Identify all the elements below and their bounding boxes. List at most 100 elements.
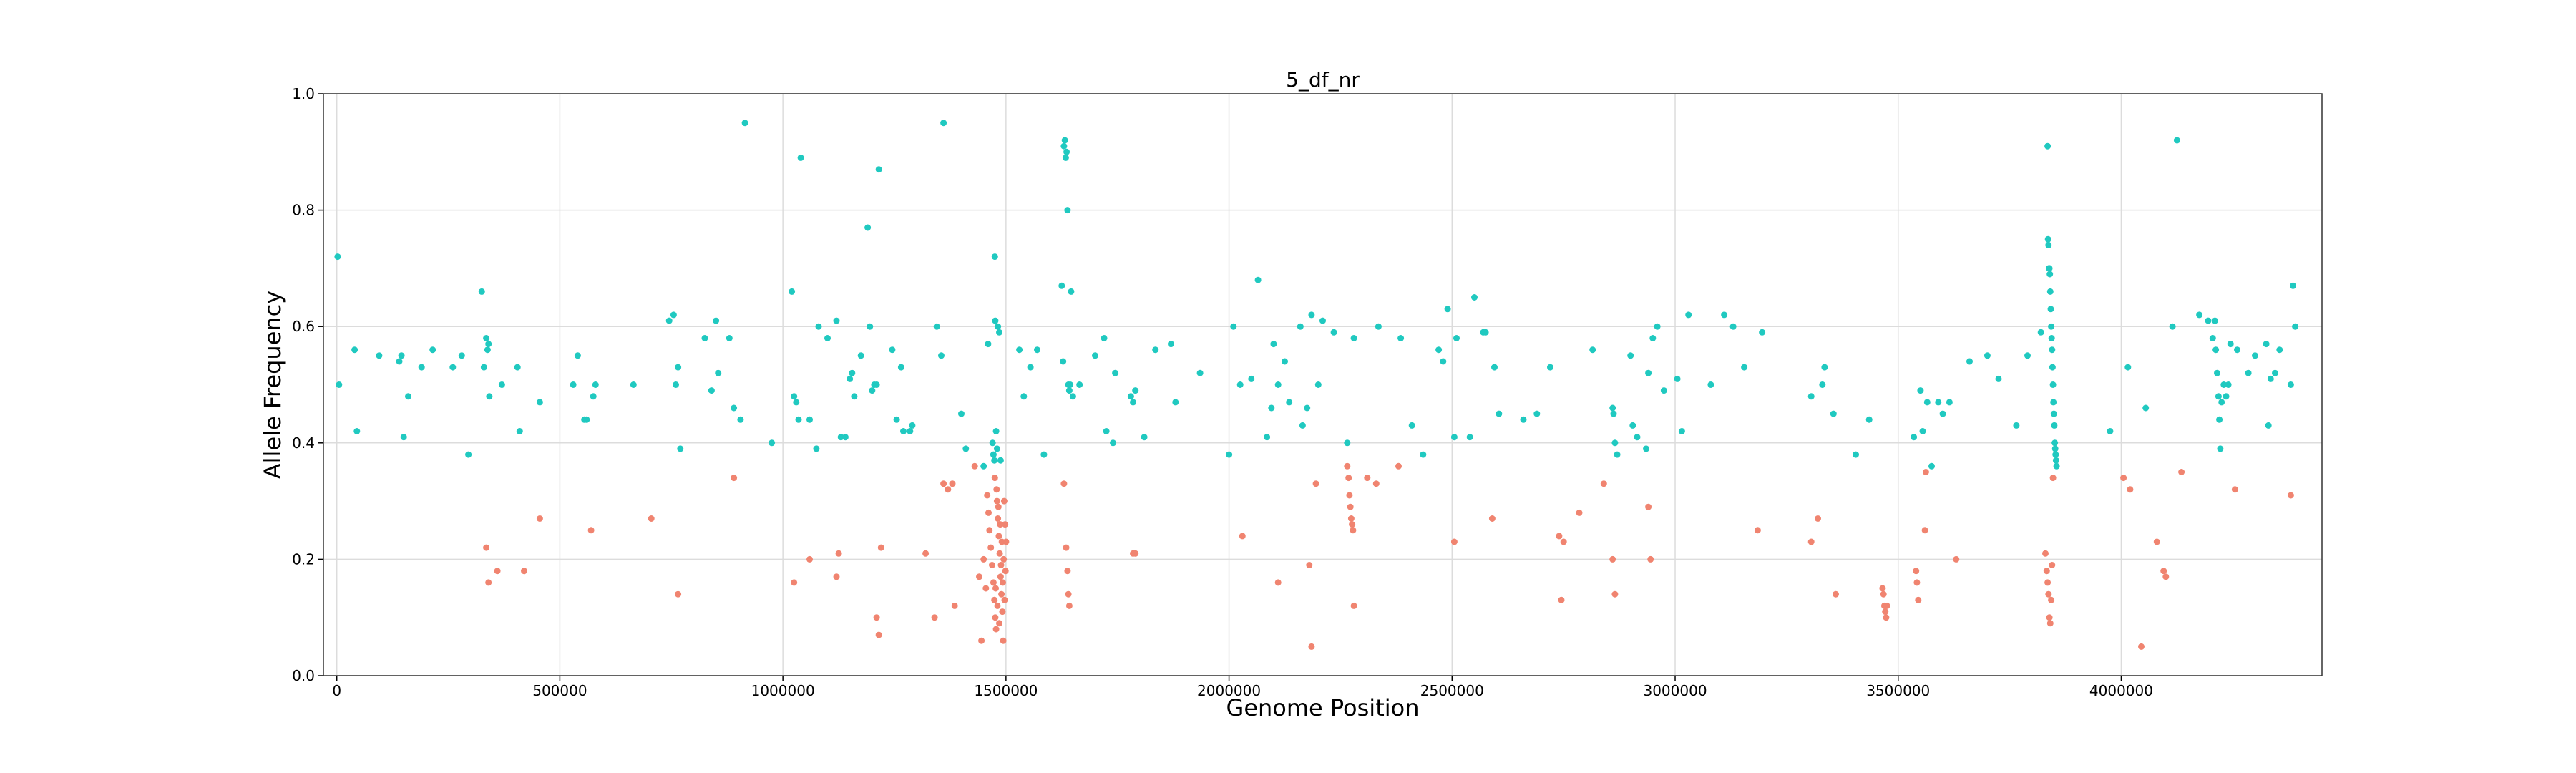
- data-point: [2227, 341, 2234, 348]
- data-point: [1919, 428, 1926, 434]
- data-point: [991, 475, 998, 482]
- data-point: [1444, 306, 1451, 313]
- data-point: [2050, 410, 2057, 417]
- data-point: [2211, 317, 2218, 324]
- data-point: [630, 381, 637, 388]
- data-point: [980, 555, 987, 563]
- data-point: [1000, 579, 1006, 586]
- data-point: [485, 579, 492, 586]
- data-point: [889, 346, 896, 354]
- data-point: [2052, 457, 2059, 464]
- data-point: [2169, 323, 2176, 330]
- data-point: [791, 393, 798, 400]
- data-point: [2053, 462, 2060, 470]
- data-point: [2045, 241, 2052, 248]
- data-point: [992, 317, 999, 324]
- data-point: [1643, 445, 1649, 452]
- data-point: [1152, 346, 1159, 354]
- data-point: [673, 381, 679, 388]
- data-point: [1547, 364, 1553, 371]
- data-point: [1560, 538, 1567, 545]
- data-point: [2046, 288, 2054, 295]
- data-point: [1471, 294, 1478, 301]
- data-point: [1917, 387, 1924, 394]
- data-point: [1196, 369, 1204, 376]
- data-point: [1611, 590, 1619, 598]
- data-point: [2220, 381, 2228, 388]
- y-tick-label: 0.8: [292, 202, 315, 219]
- data-point: [962, 445, 970, 452]
- data-point: [1880, 590, 1887, 598]
- data-point: [713, 317, 720, 324]
- data-point: [986, 527, 993, 534]
- x-tick-label: 500000: [532, 682, 587, 699]
- data-point: [869, 387, 876, 394]
- data-point: [922, 550, 930, 557]
- data-point: [1815, 515, 1821, 522]
- data-point: [1002, 521, 1009, 528]
- data-point: [731, 404, 738, 412]
- data-point: [2013, 422, 2020, 429]
- data-point: [398, 352, 405, 359]
- data-point: [429, 346, 436, 354]
- data-point: [998, 590, 1005, 598]
- data-point: [1067, 381, 1074, 388]
- data-point: [1254, 276, 1262, 283]
- data-point: [2252, 352, 2258, 359]
- x-tick-label: 1500000: [974, 682, 1038, 699]
- data-point: [1239, 533, 1246, 540]
- data-point: [2276, 346, 2283, 354]
- series-2-points: [483, 462, 2294, 650]
- data-point: [992, 626, 1000, 633]
- data-point: [2037, 329, 2044, 336]
- data-point: [1729, 323, 1737, 330]
- data-point: [958, 410, 965, 417]
- data-point: [1614, 451, 1621, 458]
- data-point: [498, 381, 505, 388]
- data-point: [2047, 306, 2054, 313]
- data-point: [991, 457, 998, 464]
- data-point: [791, 579, 798, 586]
- data-point: [1913, 568, 1920, 575]
- data-point: [1807, 393, 1815, 400]
- data-point: [1946, 399, 1953, 406]
- data-point: [806, 416, 813, 423]
- data-point: [2044, 235, 2051, 243]
- data-point: [2024, 352, 2031, 359]
- data-point: [900, 428, 907, 434]
- data-point: [1330, 329, 1337, 336]
- data-point: [2044, 142, 2051, 150]
- data-point: [2173, 137, 2180, 144]
- data-point: [2049, 562, 2056, 568]
- data-point: [1807, 538, 1815, 545]
- data-point: [1065, 602, 1073, 609]
- data-point: [1344, 439, 1351, 447]
- data-point: [991, 253, 998, 261]
- data-point: [1450, 434, 1458, 441]
- data-point: [1609, 404, 1616, 412]
- data-point: [1347, 515, 1355, 522]
- data-point: [1939, 410, 1946, 417]
- data-point: [996, 329, 1002, 336]
- data-point: [1349, 521, 1356, 528]
- data-point: [396, 358, 403, 365]
- data-point: [484, 346, 491, 354]
- data-point: [893, 416, 900, 423]
- data-point: [1520, 416, 1527, 423]
- data-point: [996, 550, 1003, 557]
- data-point: [1068, 288, 1075, 295]
- data-point: [1308, 643, 1315, 650]
- data-point: [1375, 323, 1382, 330]
- data-points: [334, 120, 2299, 650]
- data-point: [2267, 375, 2274, 382]
- data-point: [2290, 282, 2296, 289]
- data-point: [940, 120, 947, 127]
- data-point: [675, 590, 682, 598]
- data-point: [677, 445, 684, 452]
- data-point: [458, 352, 465, 359]
- data-point: [1953, 555, 1960, 563]
- data-point: [2263, 341, 2270, 348]
- data-point: [2048, 323, 2055, 330]
